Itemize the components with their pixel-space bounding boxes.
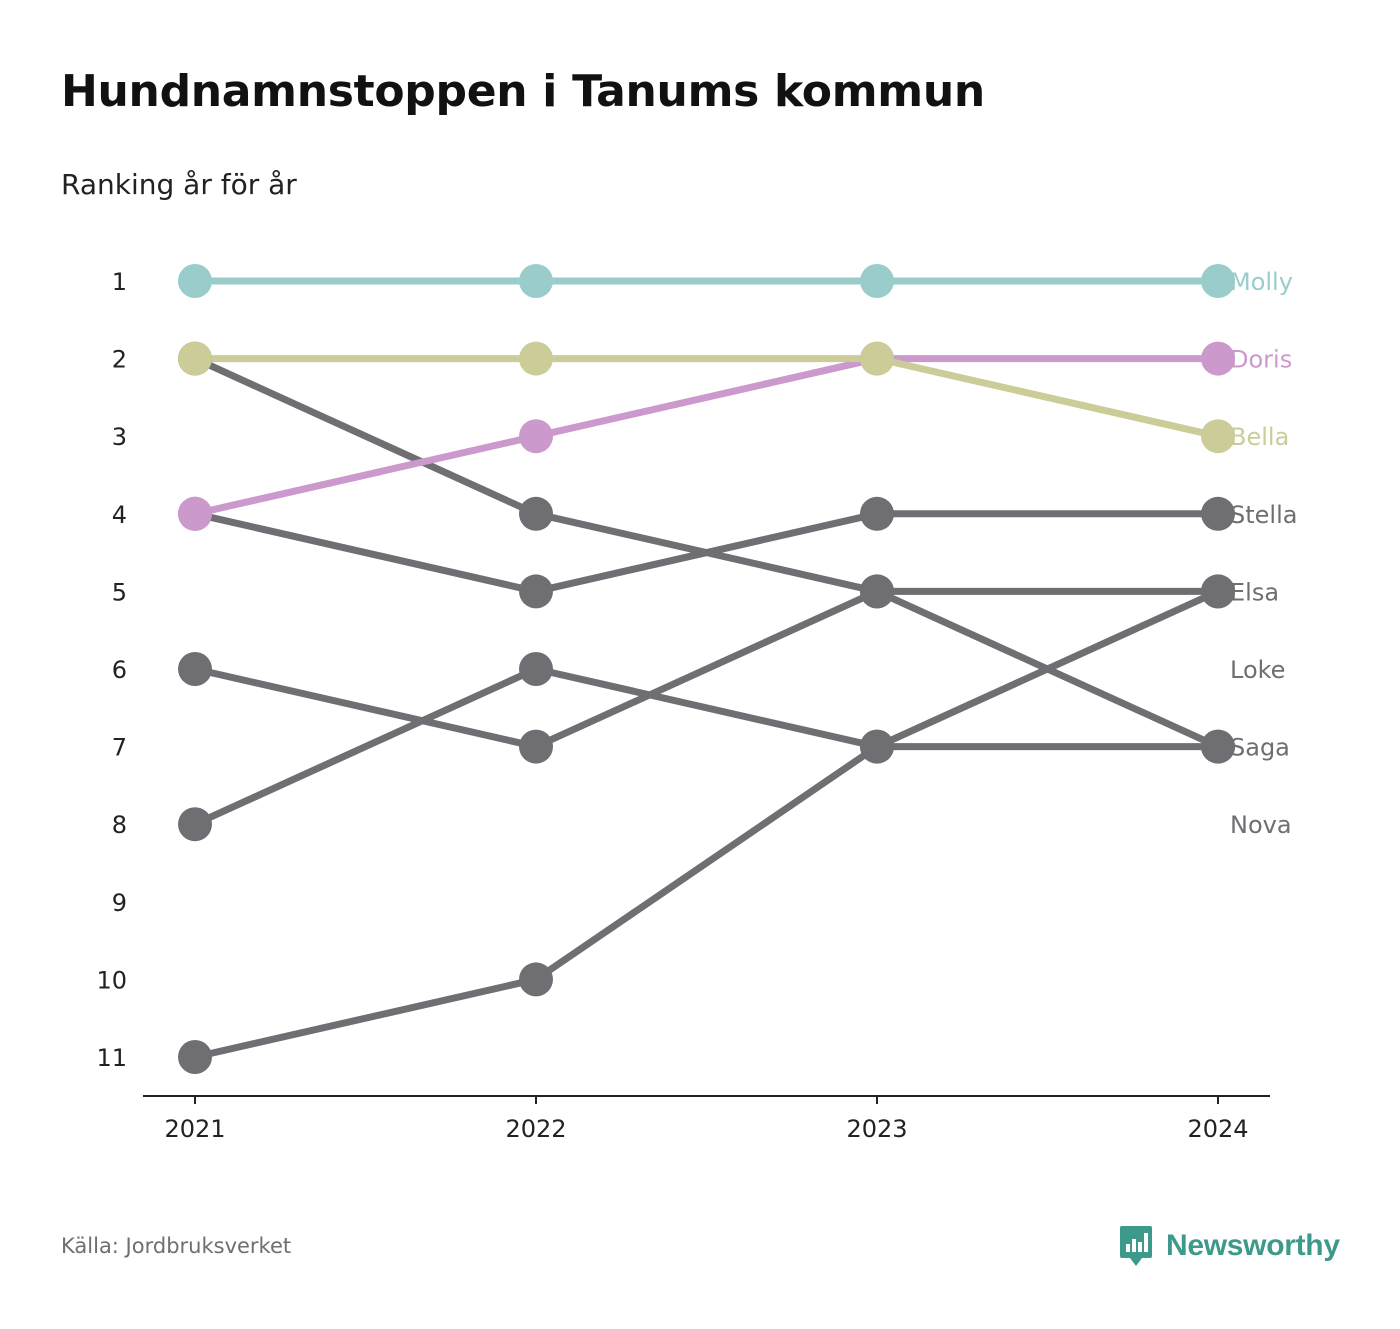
y-tick-label: 7 bbox=[112, 734, 127, 762]
data-point-bella bbox=[519, 341, 553, 376]
y-tick-label: 6 bbox=[112, 656, 127, 684]
data-point-stella bbox=[519, 652, 553, 686]
data-point-nova bbox=[178, 1040, 212, 1074]
series-line-saga bbox=[191, 587, 1222, 751]
end-label-elsa: Elsa bbox=[1230, 578, 1279, 606]
data-point-loke bbox=[519, 496, 553, 531]
end-label-doris: Doris bbox=[1230, 346, 1292, 374]
data-point-saga bbox=[178, 652, 212, 686]
end-label-bella: Bella bbox=[1230, 423, 1289, 451]
data-point-molly bbox=[178, 264, 212, 298]
end-label-nova: Nova bbox=[1230, 811, 1292, 839]
y-tick-label: 11 bbox=[96, 1044, 127, 1072]
y-axis-tick-labels: 1 2 3 4 5 6 7 8 9 10 11 bbox=[96, 268, 127, 1072]
y-tick-label: 1 bbox=[112, 268, 127, 296]
data-point-elsa bbox=[860, 496, 894, 531]
series-line-bella bbox=[191, 355, 1222, 440]
y-tick-label: 2 bbox=[112, 346, 127, 374]
data-point-doris bbox=[519, 419, 553, 454]
data-point-doris bbox=[1201, 341, 1235, 376]
bar-chart-speech-bubble-icon bbox=[1120, 1226, 1152, 1266]
y-tick-label: 5 bbox=[112, 578, 127, 606]
end-label-stella: Stella bbox=[1230, 501, 1297, 529]
end-label-saga: Saga bbox=[1230, 734, 1290, 762]
series-line-loke bbox=[191, 355, 1222, 595]
data-point-nova bbox=[860, 729, 894, 764]
data-point-saga bbox=[860, 574, 894, 609]
y-tick-label: 3 bbox=[112, 423, 127, 451]
y-tick-label: 9 bbox=[112, 889, 127, 917]
data-point-nova bbox=[519, 962, 553, 997]
end-label-molly: Molly bbox=[1230, 268, 1293, 296]
data-point-molly bbox=[860, 264, 894, 298]
brand-logo: Newsworthy bbox=[1118, 1224, 1340, 1268]
x-tick-label: 2021 bbox=[164, 1115, 225, 1143]
series-points bbox=[178, 264, 1235, 1074]
series-line-stella bbox=[191, 665, 1222, 828]
series-lines bbox=[191, 277, 1222, 1061]
series-end-labels: Molly Doris Bella Stella Elsa Loke Saga Nova bbox=[1230, 268, 1297, 839]
data-point-stella bbox=[178, 807, 212, 842]
data-point-bella bbox=[860, 341, 894, 376]
data-point-molly bbox=[519, 264, 553, 298]
series-line-nova bbox=[191, 587, 1222, 1061]
chart-subtitle: Ranking år för år bbox=[61, 168, 297, 201]
data-point-elsa bbox=[519, 574, 553, 609]
source-note: Källa: Jordbruksverket bbox=[61, 1234, 292, 1258]
data-point-bella bbox=[1201, 419, 1235, 454]
data-point-molly bbox=[1201, 264, 1235, 298]
y-tick-label: 8 bbox=[112, 811, 127, 839]
data-point-doris bbox=[178, 496, 212, 531]
series-line-doris bbox=[191, 355, 1222, 518]
x-tick-label: 2022 bbox=[505, 1115, 566, 1143]
data-point-bella bbox=[178, 341, 212, 376]
end-label-loke: Loke bbox=[1230, 656, 1285, 684]
data-point-elsa bbox=[1201, 496, 1235, 531]
brand-name: Newsworthy bbox=[1166, 1229, 1340, 1262]
data-point-saga bbox=[1201, 729, 1235, 764]
x-axis: 2021 2022 2023 2024 bbox=[143, 1095, 1270, 1143]
bump-chart: 1 2 3 4 5 6 7 8 9 10 11 2021 2022 2023 2024 Molly Dori… bbox=[96, 264, 1297, 1143]
x-tick-label: 2024 bbox=[1187, 1115, 1248, 1143]
data-point-saga bbox=[519, 729, 553, 764]
data-point-nova bbox=[1201, 574, 1235, 609]
y-tick-label: 4 bbox=[112, 501, 127, 529]
x-tick-label: 2023 bbox=[846, 1115, 907, 1143]
chart-title: Hundnamnstoppen i Tanums kommun bbox=[61, 66, 985, 117]
y-tick-label: 10 bbox=[96, 966, 127, 994]
